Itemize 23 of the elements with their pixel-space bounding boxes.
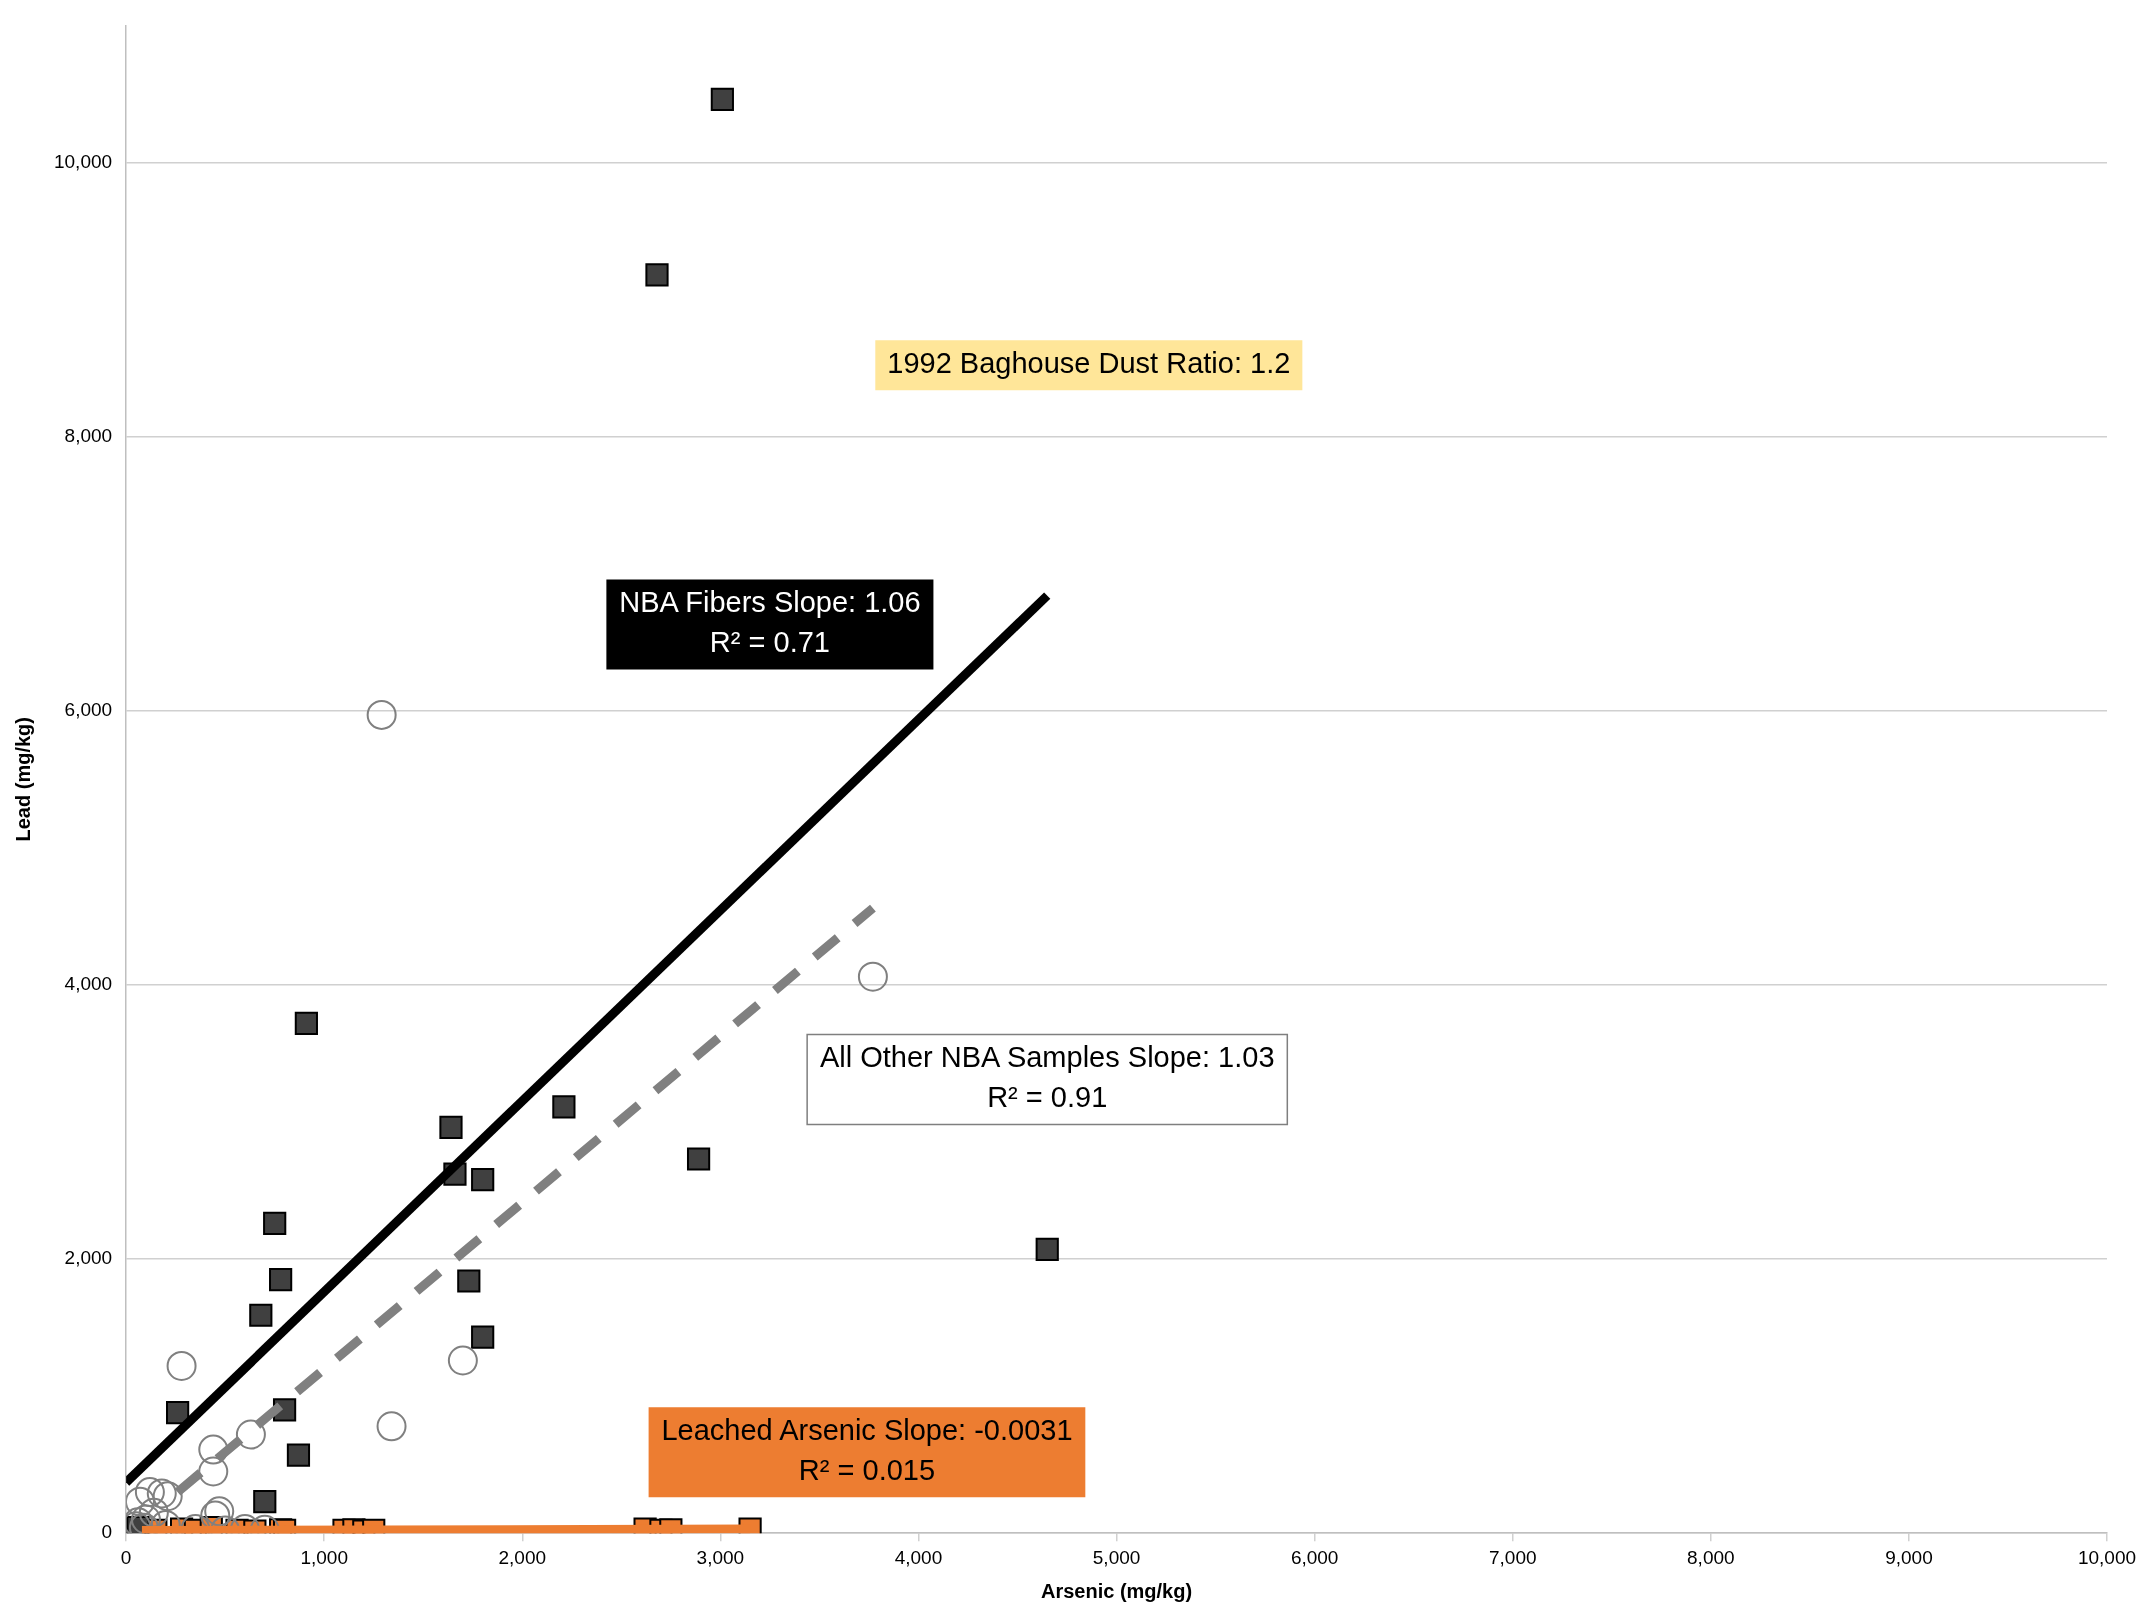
annotation: All Other NBA Samples Slope: 1.03 R² = 0.91 <box>819 1041 1275 1114</box>
x-tick-label: 7,000 <box>1488 1546 1537 1568</box>
y-axis-title: Lead (mg/kg) <box>11 717 34 842</box>
x-tick-label: 1,000 <box>300 1546 348 1568</box>
y-tick-label: 2,000 <box>64 1247 113 1269</box>
x-tick-label: 3,000 <box>696 1546 745 1568</box>
x-tick-label: 8,000 <box>1687 1546 1735 1568</box>
x-tick-label: 5,000 <box>1092 1546 1141 1568</box>
y-tick-label: 10,000 <box>53 150 113 172</box>
y-tick-label: 8,000 <box>64 424 113 446</box>
x-tick-label: 0 <box>120 1546 132 1568</box>
annotation: NBA Fibers Slope: 1.06 R² = 0.71 <box>619 586 921 659</box>
y-tick-label: 6,000 <box>64 699 113 720</box>
x-tick-label: 2,000 <box>498 1546 547 1568</box>
x-tick-label: 10,000 <box>2077 1546 2137 1568</box>
x-tick-label: 6,000 <box>1290 1546 1339 1568</box>
annotation: Leached Arsenic Slope: -0.0031 R² = 0.015 <box>661 1414 1073 1487</box>
x-tick-label: 9,000 <box>1885 1546 1933 1568</box>
x-tick-label: 4,000 <box>894 1546 943 1568</box>
y-tick-label: 0 <box>101 1521 113 1543</box>
y-tick-label: 4,000 <box>64 973 113 995</box>
annotation: 1992 Baghouse Dust Ratio: 1.2 <box>887 347 1291 380</box>
x-axis-title: Arsenic (mg/kg) <box>1040 1579 1193 1602</box>
